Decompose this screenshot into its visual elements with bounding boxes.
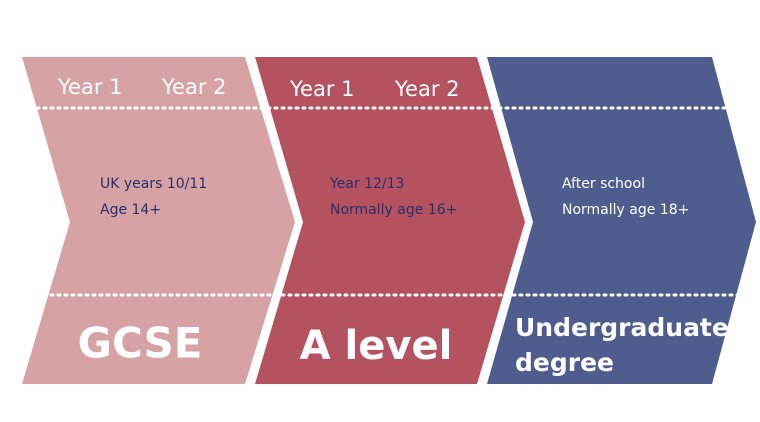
stage-description: UK years 10/11 <box>100 176 207 192</box>
stage-title: A level <box>300 323 453 369</box>
stage-chevron <box>22 57 295 384</box>
stage-title: degree <box>515 348 614 377</box>
stage-description: Year 12/13 <box>329 176 404 192</box>
stage-description: Normally age 18+ <box>562 202 689 218</box>
stage-description: Age 14+ <box>100 202 161 218</box>
year-label: Year 2 <box>161 75 227 99</box>
stage-chevron <box>255 57 525 384</box>
year-label: Year 1 <box>57 75 123 99</box>
year-label: Year 2 <box>394 77 460 101</box>
stage-description: After school <box>562 176 645 192</box>
year-label: Year 1 <box>289 77 355 101</box>
stage-description: Normally age 16+ <box>330 202 457 218</box>
stage-title: Undergraduate <box>515 313 729 342</box>
stage-chevron <box>487 57 756 384</box>
stage-title: GCSE <box>77 319 202 368</box>
